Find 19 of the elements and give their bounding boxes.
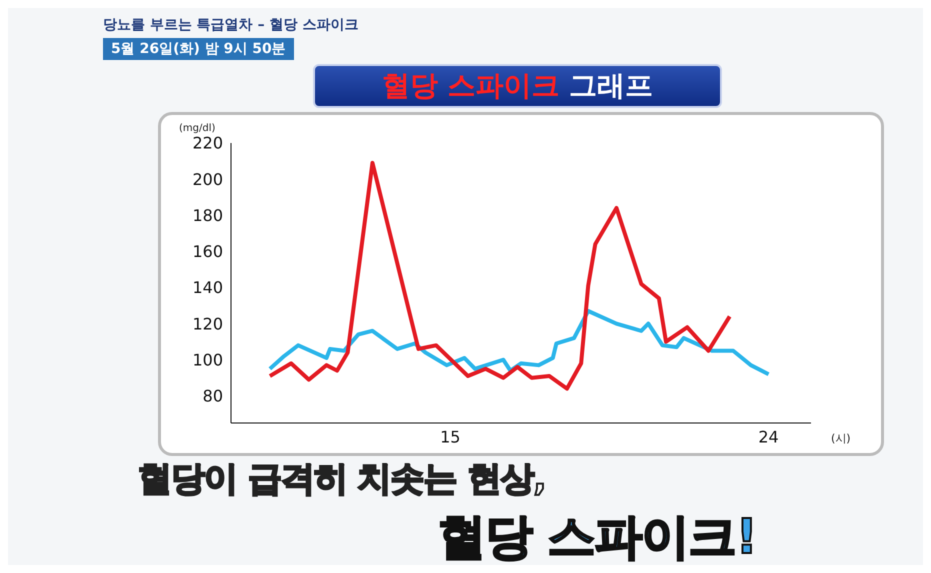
y-tick-label: 180 [192, 206, 223, 225]
y-tick-label: 80 [202, 386, 223, 406]
y-tick-label: 160 [192, 242, 223, 262]
y-axis-title: (mg/dl) [179, 123, 216, 134]
y-tick-label: 140 [192, 278, 223, 298]
y-tick-label: 200 [192, 170, 223, 189]
line-series [268, 160, 732, 391]
y-tick-label: 120 [192, 314, 223, 334]
y-tick-label: 220 [192, 134, 223, 153]
text: 혈당이 급격히 치솟는 현상, [138, 458, 546, 501]
line-series [268, 309, 771, 376]
x-tick-label: 15 [440, 427, 460, 446]
x-tick-label: 24 [758, 427, 779, 446]
x-axis-title: (시) [831, 431, 851, 446]
y-tick-label: 100 [192, 350, 223, 370]
text: 5월 26일(화) 밤 9시 50분 [103, 38, 294, 60]
chart-title: 혈당 스파이크 그래프 [382, 68, 654, 104]
text: 혈당 스파이크! [438, 508, 757, 567]
text: 당뇨를 부르는 특급열차 – 혈당 스파이크 [103, 16, 358, 34]
